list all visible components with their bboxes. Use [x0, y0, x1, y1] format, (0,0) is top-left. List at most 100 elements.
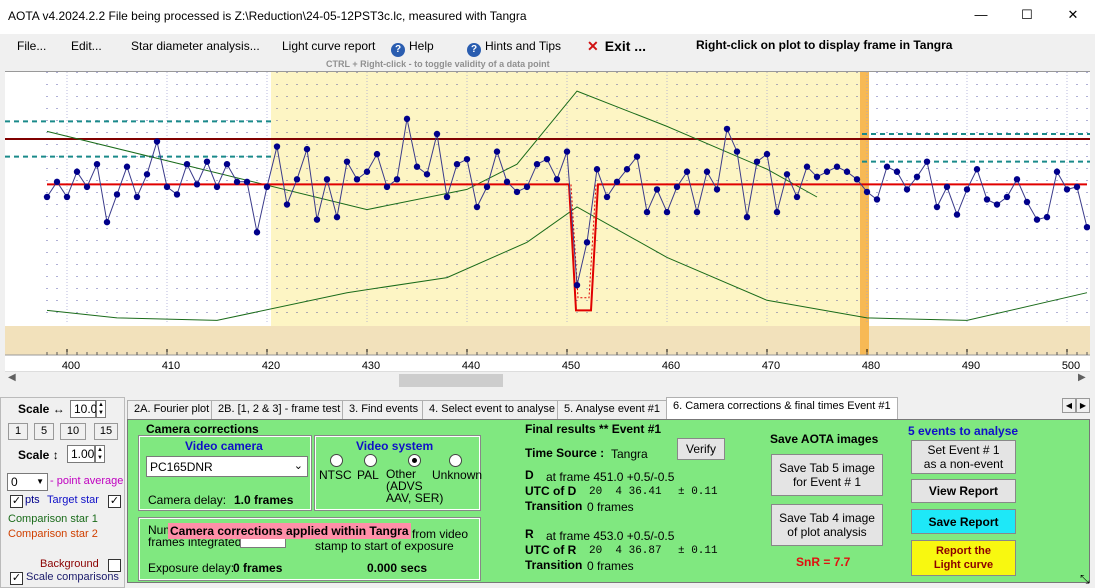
pal-radio[interactable] — [364, 454, 377, 467]
other-radio[interactable] — [408, 454, 421, 467]
target-star-point — [803, 163, 811, 170]
target-star-point — [433, 130, 441, 138]
target-star-checkbox[interactable]: ✓ — [108, 495, 121, 508]
minimize-button[interactable]: — — [974, 7, 988, 22]
x-tick-label: 460 — [662, 360, 680, 372]
point-average-select[interactable]: 0 ▼ — [7, 473, 48, 491]
set-non-event-button[interactable]: Set Event # 1 as a non-event — [911, 440, 1016, 474]
comparison-star-2-label: Comparison star 2 — [8, 528, 98, 540]
camera-select[interactable]: PC165DNR ⌄ — [146, 456, 308, 477]
scroll-right-arrow[interactable]: ▶ — [1078, 372, 1086, 383]
menu-hints[interactable]: ? Hints and Tips — [467, 39, 561, 57]
d-transition-value: 0 frames — [587, 500, 634, 514]
scale-h-input[interactable]: 10.0 — [70, 400, 97, 418]
target-star-point — [353, 176, 361, 183]
scroll-left-arrow[interactable]: ◀ — [8, 372, 16, 383]
target-star-point — [513, 188, 521, 196]
scale-comparisons-checkbox[interactable]: ✓ — [10, 572, 23, 585]
target-star-point — [63, 193, 71, 201]
target-star-point — [633, 153, 641, 160]
tab-navigation: ◀ ▶ — [1062, 398, 1090, 413]
tab-nav-left-icon[interactable]: ◀ — [1062, 398, 1076, 413]
comparison-band — [5, 326, 1090, 355]
menu-file[interactable]: File... — [17, 39, 47, 53]
target-star-point — [483, 183, 491, 191]
menu-star-diameter[interactable]: Star diameter analysis... — [131, 39, 260, 53]
target-star-point — [1023, 198, 1031, 206]
menu-hints-label: Hints and Tips — [485, 39, 562, 53]
snr-value: SnR = 7.7 — [796, 555, 851, 569]
plot-scrollbar[interactable]: ◀ ▶ — [5, 371, 1090, 388]
target-star-point — [403, 115, 411, 123]
target-star-point — [943, 183, 951, 191]
x-tick-label: 500 — [1062, 360, 1080, 372]
report-light-curve-button[interactable]: Report the Light curve — [911, 540, 1016, 576]
tab-nav-right-icon[interactable]: ▶ — [1076, 398, 1090, 413]
x-tick-label: 440 — [462, 360, 480, 372]
save-tab5-image-button[interactable]: Save Tab 5 image for Event # 1 — [771, 454, 883, 496]
menu-help[interactable]: ? Help — [391, 39, 434, 57]
verify-button[interactable]: Verify — [677, 438, 725, 460]
scale-btn-5[interactable]: 5 — [34, 423, 54, 440]
utc-r-label: UTC of R — [525, 543, 577, 557]
target-star-point — [553, 176, 561, 183]
tab-find-events[interactable]: 3. Find events — [342, 400, 426, 419]
x-tick-label: 410 — [162, 360, 180, 372]
save-tab4-image-button[interactable]: Save Tab 4 image of plot analysis — [771, 504, 883, 546]
pts-checkbox[interactable]: ✓ — [10, 495, 23, 508]
light-curve-svg[interactable]: 400 410 420 430 440 450 460 470 480 490 500 — [5, 72, 1091, 372]
target-star-point — [143, 171, 151, 178]
tab-analyse-event[interactable]: 5. Analyse event #1 — [557, 400, 668, 419]
event-frame-marker — [860, 72, 869, 355]
events-to-analyse-title: 5 events to analyse — [908, 424, 1019, 438]
target-star-point — [193, 181, 201, 188]
menu-light-curve-report[interactable]: Light curve report — [282, 39, 376, 53]
x-tick-label: 430 — [362, 360, 380, 372]
scale-btn-15[interactable]: 15 — [94, 423, 118, 440]
maximize-button[interactable]: ☐ — [1021, 7, 1033, 22]
light-curve-plot[interactable]: 400 410 420 430 440 450 460 470 480 490 500 — [5, 71, 1091, 372]
scale-btn-1[interactable]: 1 — [8, 423, 28, 440]
scroll-thumb[interactable] — [399, 374, 503, 387]
menu-exit[interactable]: ✕ Exit ... — [587, 38, 646, 55]
close-window-button[interactable]: ✕ — [1067, 7, 1079, 22]
r-transition-value: 0 frames — [587, 559, 634, 573]
scale-v-spinner[interactable]: ▲ ▼ — [95, 445, 105, 463]
scale-h-spinner[interactable]: ▲ ▼ — [96, 400, 106, 418]
video-camera-title: Video camera — [185, 439, 263, 453]
exposure-delay-value: 0 frames — [233, 561, 283, 575]
resize-grip-icon[interactable]: ⤡ — [1080, 572, 1090, 586]
scale-btn-10[interactable]: 10 — [60, 423, 86, 440]
num-frames-label-1: Num — [148, 523, 174, 537]
from-video-label-1: from video — [412, 527, 469, 541]
target-star-point — [563, 148, 571, 155]
ntsc-radio[interactable] — [330, 454, 343, 467]
save-report-button[interactable]: Save Report — [911, 509, 1016, 534]
tab-frame-test[interactable]: 2B. [1, 2 & 3] - frame test — [211, 400, 348, 419]
tab-camera-corrections[interactable]: 6. Camera corrections & final times Even… — [666, 397, 898, 419]
tab-select-event[interactable]: 4. Select event to analyse — [422, 400, 562, 419]
target-star-point — [863, 188, 871, 196]
target-star-point — [1083, 224, 1091, 231]
unknown-label: Unknown — [432, 468, 483, 482]
target-star-point — [713, 186, 721, 193]
x-tick-label: 480 — [862, 360, 880, 372]
scale-v-label: Scale ↕ — [18, 448, 59, 462]
target-star-point — [833, 163, 841, 170]
menu-edit[interactable]: Edit... — [71, 39, 102, 53]
target-star-point — [763, 150, 771, 158]
unknown-radio[interactable] — [449, 454, 462, 467]
utc-d-error: ± 0.11 — [678, 486, 718, 498]
target-star-point — [743, 213, 751, 221]
target-star-point — [733, 148, 741, 155]
target-star-point — [1013, 176, 1021, 183]
r-label: R — [525, 527, 534, 541]
target-star-point — [233, 178, 241, 186]
target-star-point — [363, 168, 371, 175]
target-star-point — [113, 191, 121, 198]
background-checkbox[interactable] — [108, 559, 121, 572]
view-report-button[interactable]: View Report — [911, 479, 1016, 503]
scale-v-input[interactable]: 1.00 — [67, 445, 95, 463]
target-star-point — [173, 191, 181, 198]
tab-fourier-plot[interactable]: 2A. Fourier plot — [127, 400, 217, 419]
